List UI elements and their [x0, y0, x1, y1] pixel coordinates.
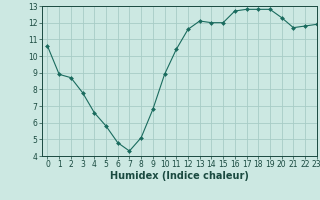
X-axis label: Humidex (Indice chaleur): Humidex (Indice chaleur) — [110, 171, 249, 181]
